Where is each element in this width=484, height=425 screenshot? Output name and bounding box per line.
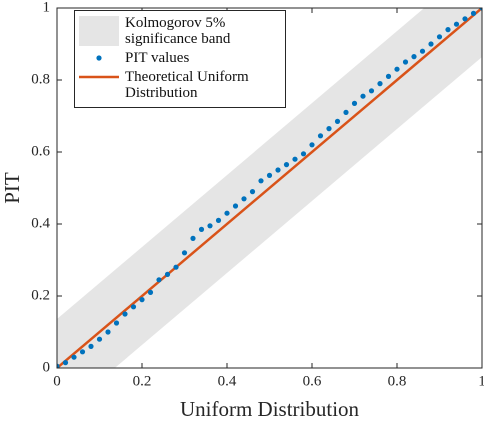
pit-point (105, 329, 111, 335)
x-tick-label: 0.4 (218, 373, 237, 389)
pit-point (470, 10, 477, 16)
plot-area (57, 8, 482, 368)
pit-point (207, 223, 213, 229)
legend-swatch-graphic (79, 75, 119, 79)
x-tick-label: 0.6 (303, 373, 322, 389)
y-tick-label: 0.6 (31, 143, 50, 159)
pit-point (71, 354, 77, 360)
pit-point (343, 109, 349, 115)
pit-point (224, 210, 230, 216)
legend: Kolmogorov 5% significance band PIT value… (74, 10, 286, 108)
pit-point (181, 250, 188, 256)
x-tick-label: 0.2 (133, 373, 152, 389)
pit-point (164, 271, 171, 277)
y-tick-label: 0.2 (31, 287, 50, 303)
pit-point (428, 41, 434, 47)
pit-point (377, 81, 383, 87)
pit-point (122, 311, 128, 317)
pit-point (96, 336, 103, 342)
plot-box (56, 7, 483, 369)
uniform-line (57, 8, 482, 368)
pit-point (62, 360, 69, 366)
pit-point (156, 277, 162, 283)
y-axis-label: PIT (0, 172, 24, 204)
pit-point (232, 203, 239, 209)
x-tick-label: 1 (478, 373, 484, 389)
legend-label: PIT values (125, 50, 190, 66)
pit-point (453, 21, 460, 27)
pit-point (394, 66, 400, 72)
pit-point (292, 156, 298, 162)
pit-point (198, 226, 205, 232)
legend-entry: Theoretical Uniform Distribution (79, 69, 281, 101)
legend-swatch (79, 69, 119, 85)
pit-point (462, 16, 468, 22)
pit-point (258, 178, 264, 184)
legend-band (79, 16, 119, 46)
pit-point (436, 34, 443, 40)
pit-point (57, 363, 60, 368)
pit-point (326, 126, 332, 132)
legend-label: Kolmogorov 5% significance band (125, 15, 231, 47)
x-axis-label: Uniform Distribution (180, 397, 360, 420)
x-tick-label: 0.8 (388, 373, 407, 389)
y-tick-label: 0.8 (31, 71, 50, 87)
x-tick-label: 0 (53, 373, 61, 389)
pit-point (190, 235, 196, 241)
pit-point (402, 59, 409, 65)
pit-point (411, 54, 417, 60)
pit-point (283, 162, 290, 168)
pit-point (249, 189, 256, 195)
y-tick-label: 1 (43, 0, 51, 15)
axes: 0 0.2 0.4 0.6 0.8 1 0 0.2 0.4 0.6 0.8 1 (31, 0, 484, 389)
legend-swatch (79, 15, 119, 47)
legend-swatch-graphic (96, 55, 102, 61)
legend-entry: PIT values (79, 50, 281, 66)
pit-point (130, 304, 137, 310)
legend-swatch (79, 50, 119, 66)
pit-point (368, 88, 375, 94)
pit-point (334, 118, 341, 124)
pit-point (351, 100, 358, 106)
pit-point (266, 172, 273, 178)
pit-point (147, 289, 154, 295)
pit-point (479, 8, 482, 11)
pit-point (360, 93, 366, 99)
pit-point (317, 133, 324, 139)
legend-swatch-graphic (79, 16, 119, 46)
y-tick-label: 0 (43, 359, 51, 375)
y-tick-label: 0.4 (31, 215, 50, 231)
pit-point (309, 142, 315, 148)
pit-point (139, 297, 145, 303)
pit-point (113, 320, 120, 326)
pit-point (241, 196, 247, 202)
pit-point (79, 349, 86, 355)
pit-point (385, 73, 392, 79)
legend-entry: Kolmogorov 5% significance band (79, 15, 281, 47)
legend-label: Theoretical Uniform Distribution (125, 69, 249, 101)
pit-point (275, 167, 281, 173)
pit-point (445, 27, 451, 33)
pit-point (173, 264, 179, 270)
pit-point (419, 48, 426, 54)
pit-point (215, 217, 222, 223)
pit-point (300, 151, 307, 157)
pit-point (88, 343, 94, 349)
legend-marker (96, 55, 102, 61)
